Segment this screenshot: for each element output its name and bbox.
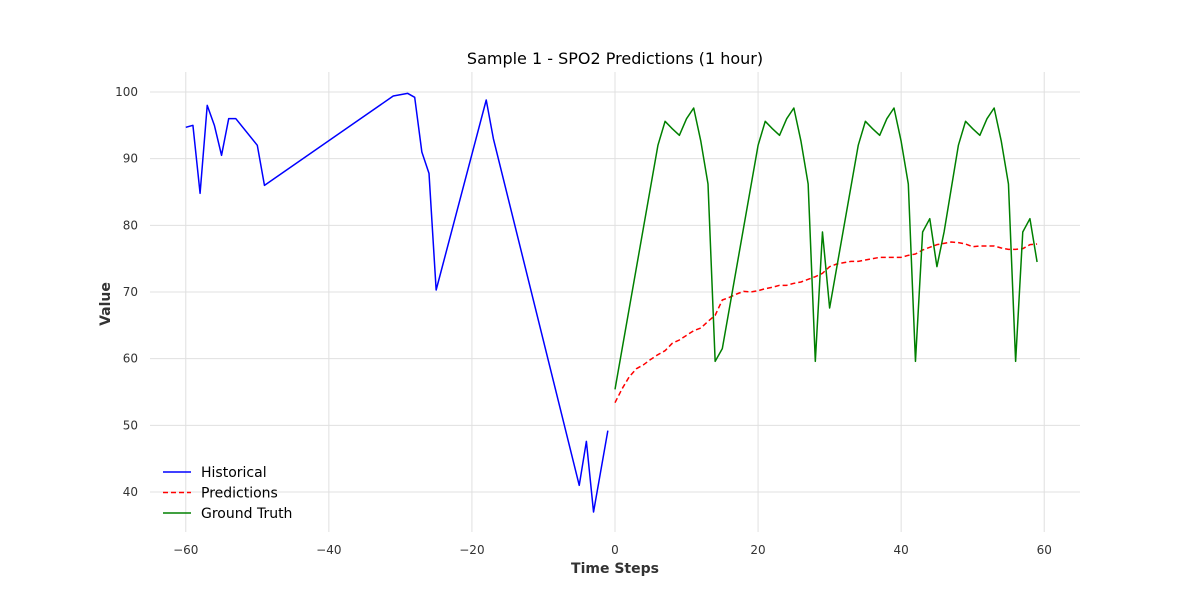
legend-label: Ground Truth <box>201 506 292 522</box>
y-tick-label: 80 <box>123 218 138 232</box>
x-tick-label: 20 <box>750 543 765 557</box>
y-axis-label: Value <box>98 282 114 326</box>
x-tick-label: 40 <box>894 543 909 557</box>
x-axis-label: Time Steps <box>571 561 659 577</box>
series-line-historical <box>185 92 609 513</box>
legend-label: Predictions <box>201 486 278 502</box>
chart-title: Sample 1 - SPO2 Predictions (1 hour) <box>467 49 763 68</box>
x-tick-label: −60 <box>173 543 198 557</box>
legend-label: Historical <box>201 465 267 481</box>
series-line-predictions <box>614 241 1038 404</box>
legend: Historical Predictions Ground Truth <box>163 465 292 522</box>
y-tick-label: 70 <box>123 285 138 299</box>
x-tick-label: 60 <box>1037 543 1052 557</box>
y-tick-label: 60 <box>123 352 138 366</box>
x-tick-label: 0 <box>611 543 619 557</box>
x-tick-label: −20 <box>459 543 484 557</box>
y-tick-label: 50 <box>123 418 138 432</box>
x-tick-label: −40 <box>316 543 341 557</box>
plot-area <box>185 92 1038 513</box>
y-tick-label: 100 <box>115 85 138 99</box>
y-tick-label: 40 <box>123 485 138 499</box>
y-tick-label: 90 <box>123 152 138 166</box>
grid <box>150 72 1080 532</box>
tick-labels: −60 −40 −20 0 20 40 60 40 50 60 70 80 90 100 <box>115 85 1052 557</box>
series-line-ground-truth <box>614 107 1038 390</box>
